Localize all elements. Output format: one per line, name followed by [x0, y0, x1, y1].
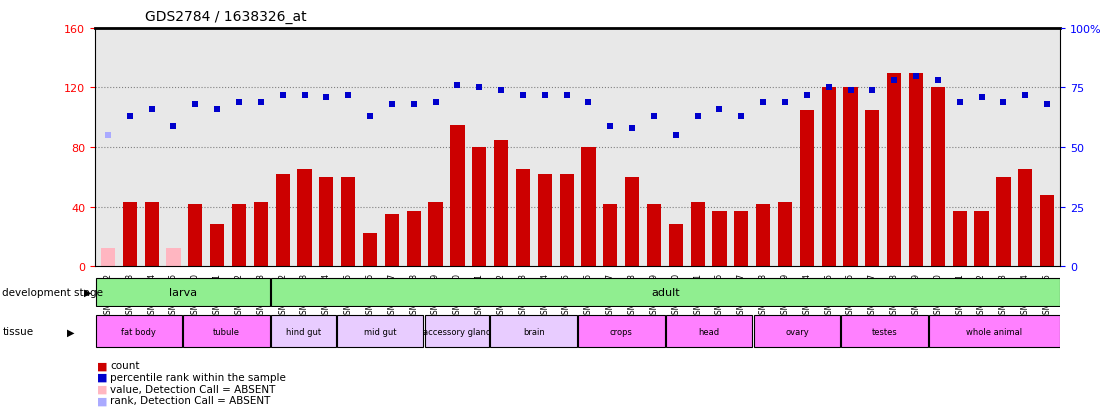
Bar — [538, 174, 552, 266]
Bar — [276, 174, 290, 266]
Bar — [424, 315, 489, 348]
Text: ■: ■ — [97, 384, 107, 394]
Text: development stage: development stage — [2, 287, 104, 297]
Bar — [974, 211, 989, 266]
Bar — [494, 140, 508, 266]
Text: ▶: ▶ — [84, 287, 92, 297]
Bar — [271, 315, 336, 348]
Text: brain: brain — [522, 327, 545, 336]
Bar — [271, 278, 1059, 306]
Bar — [166, 249, 181, 266]
Bar — [189, 204, 202, 266]
Text: whole animal: whole animal — [966, 327, 1022, 336]
Bar — [753, 315, 840, 348]
Bar — [930, 315, 1059, 348]
Text: ■: ■ — [97, 361, 107, 370]
Text: percentile rank within the sample: percentile rank within the sample — [110, 372, 287, 382]
Bar — [668, 225, 683, 266]
Text: testes: testes — [872, 327, 897, 336]
Text: ■: ■ — [97, 372, 107, 382]
Bar — [841, 315, 927, 348]
Text: tubule: tubule — [213, 327, 240, 336]
Bar — [578, 315, 665, 348]
Bar — [385, 214, 400, 266]
Bar — [712, 211, 727, 266]
Bar — [1018, 170, 1032, 266]
Bar — [337, 315, 423, 348]
Bar — [253, 202, 268, 266]
Bar — [406, 211, 421, 266]
Bar — [429, 202, 443, 266]
Bar — [581, 148, 596, 266]
Text: ■: ■ — [97, 395, 107, 405]
Bar — [490, 315, 577, 348]
Bar — [931, 88, 945, 266]
Bar — [625, 177, 639, 266]
Text: hind gut: hind gut — [286, 327, 320, 336]
Bar — [319, 177, 334, 266]
Bar — [183, 315, 270, 348]
Bar — [800, 111, 814, 266]
Text: crops: crops — [610, 327, 633, 336]
Text: adult: adult — [651, 287, 680, 297]
Bar — [1040, 195, 1055, 266]
Bar — [145, 202, 158, 266]
Bar — [821, 88, 836, 266]
Text: GDS2784 / 1638326_at: GDS2784 / 1638326_at — [145, 10, 307, 24]
Bar — [887, 74, 902, 266]
Text: rank, Detection Call = ABSENT: rank, Detection Call = ABSENT — [110, 395, 271, 405]
Bar — [865, 111, 879, 266]
Bar — [778, 202, 792, 266]
Bar — [666, 315, 752, 348]
Bar — [96, 278, 270, 306]
Bar — [647, 204, 661, 266]
Bar — [516, 170, 530, 266]
Bar — [734, 211, 749, 266]
Bar — [123, 202, 137, 266]
Bar — [756, 204, 770, 266]
Bar — [100, 249, 115, 266]
Bar — [691, 202, 704, 266]
Text: value, Detection Call = ABSENT: value, Detection Call = ABSENT — [110, 384, 276, 394]
Text: tissue: tissue — [2, 327, 33, 337]
Bar — [603, 204, 617, 266]
Bar — [298, 170, 311, 266]
Text: mid gut: mid gut — [364, 327, 396, 336]
Bar — [363, 234, 377, 266]
Text: ▶: ▶ — [67, 327, 75, 337]
Text: larva: larva — [169, 287, 196, 297]
Bar — [96, 315, 182, 348]
Text: head: head — [699, 327, 720, 336]
Bar — [232, 204, 247, 266]
Text: count: count — [110, 361, 140, 370]
Bar — [472, 148, 487, 266]
Text: accessory gland: accessory gland — [423, 327, 491, 336]
Bar — [953, 211, 966, 266]
Bar — [451, 126, 464, 266]
Bar — [559, 174, 574, 266]
Bar — [210, 225, 224, 266]
Bar — [341, 177, 355, 266]
Text: ovary: ovary — [785, 327, 809, 336]
Bar — [997, 177, 1010, 266]
Bar — [844, 88, 857, 266]
Text: fat body: fat body — [122, 327, 156, 336]
Bar — [908, 74, 923, 266]
